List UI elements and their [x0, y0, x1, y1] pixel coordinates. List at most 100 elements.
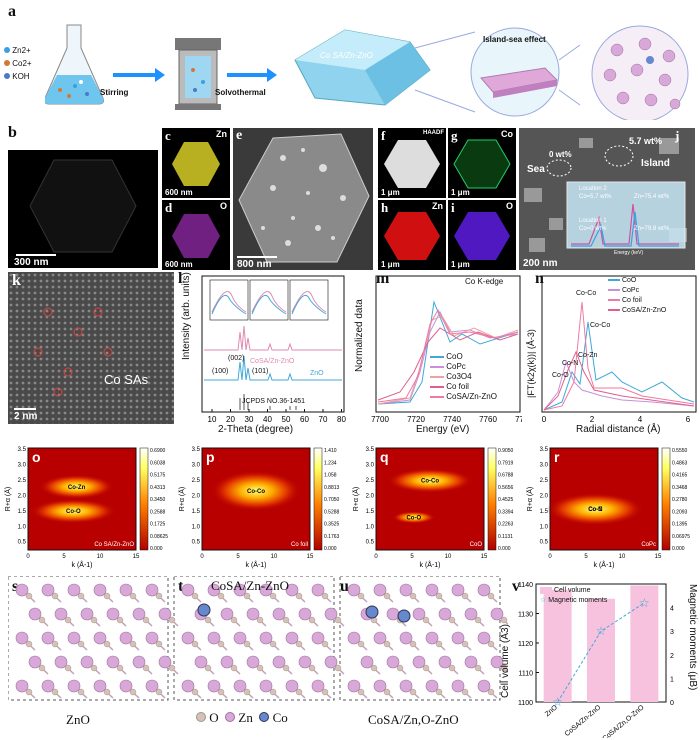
panel-label-n: n [535, 270, 544, 287]
wt-ytick: 2.5 [18, 478, 27, 484]
colorbar-tick: 0.3394 [498, 509, 514, 515]
zn-atom [28, 655, 42, 669]
wt-feature-label: Co-O [406, 515, 421, 521]
zn-atom [119, 583, 133, 597]
panel-label-a: a [8, 3, 16, 20]
zn-atom [80, 655, 94, 669]
autoclave-icon [175, 38, 221, 110]
zn-atom [451, 583, 465, 597]
colorbar-tick: 0.3468 [672, 485, 688, 491]
wt-feature-label: Co-N [588, 507, 602, 513]
wt-ytick: 1.0 [192, 524, 201, 530]
colorbar-tick: 0.5175 [150, 473, 166, 479]
zn-atom [438, 607, 452, 621]
wt-ylabel: R+α (Å) [178, 487, 186, 511]
wt-ytick: 3.5 [18, 447, 27, 453]
zn-atom [181, 631, 195, 645]
cell-volume-bar [543, 589, 572, 702]
zn-atom [207, 583, 221, 597]
zn-atom [54, 607, 68, 621]
wt-map-r: 0.5550 0.4863 0.4165 0.3468 0.2780 0.2093 0.13… [525, 440, 698, 575]
legend-koh: KOH [4, 70, 32, 83]
colorbar-tick: 0.5288 [324, 509, 340, 515]
colorbar-tick: 0.5656 [498, 485, 514, 491]
magnetic-moment-point: ☆ [552, 695, 563, 709]
wt-xtick: 15 [655, 554, 662, 560]
zn-atom [272, 607, 286, 621]
wt-xtick: 5 [584, 554, 588, 560]
xanes-xtick: 7740 [443, 415, 461, 424]
wt-ytick: 1.0 [540, 524, 549, 530]
colorbar-tick: 0.1395 [672, 522, 688, 528]
colorbar-tick: 0.6038 [150, 460, 166, 466]
colorbar-tick: 0.4863 [672, 460, 688, 466]
wt-ytick: 0.5 [366, 540, 375, 546]
zn-atom [412, 655, 426, 669]
colorbar-tick: 0.3525 [324, 522, 340, 528]
crystal-structures [8, 576, 508, 701]
xrd-xtick: 30 [245, 415, 254, 424]
wt-ytick: 2.0 [18, 493, 27, 499]
v-y2tick: 2 [670, 653, 674, 660]
v-y2tick: 3 [670, 629, 674, 636]
zn-atom [347, 631, 361, 645]
zn-atom [324, 607, 338, 621]
zn-atom [220, 607, 234, 621]
zn-atom [41, 679, 55, 693]
wt-feature-label: Co-C [588, 507, 603, 513]
wt-ytick: 3.5 [366, 447, 375, 453]
panel-label-r: r [554, 449, 560, 465]
v-y2tick: 1 [670, 676, 674, 683]
zn-atom [207, 679, 221, 693]
zn-atom [233, 631, 247, 645]
zn-atom [373, 631, 387, 645]
wt-ytick: 1.0 [18, 524, 27, 530]
zn-atom [67, 583, 81, 597]
colorbar-tick: 0.5550 [672, 448, 688, 454]
xrd-xtick: 60 [300, 415, 309, 424]
wt-ytick: 1.5 [540, 509, 549, 515]
exafs-legend: CoO CoPc Co foil CoSA/Zn-ZnO [608, 276, 666, 316]
zn-atom [477, 583, 491, 597]
zn-atom [106, 607, 120, 621]
xrd-xtick: 10 [208, 415, 217, 424]
zn-atom [311, 679, 325, 693]
wt-xlabel: k (Å-1) [72, 560, 93, 569]
zn-atom [464, 655, 478, 669]
colorbar-tick: 0.000 [324, 546, 337, 552]
wt-ytick: 1.5 [18, 509, 27, 515]
v-xtick: CoSA/Zn,O-ZnO [601, 704, 646, 738]
colorbar-tick: 0.7050 [324, 497, 340, 503]
wt-sample-label: Co SA/Zn-ZnO [94, 542, 134, 548]
colorbar-tick: 0.1763 [324, 534, 340, 540]
panel-label-p: p [206, 449, 215, 465]
xrd-xtick: 20 [226, 415, 235, 424]
xrd-xtick: 40 [263, 415, 272, 424]
zn-atom [15, 631, 29, 645]
zn-atom [246, 655, 260, 669]
zn-atom [386, 655, 400, 669]
wt-feature-label: Co-Co [247, 489, 265, 495]
colorbar-tick: 0.6788 [498, 473, 514, 479]
exafs-xtick: 4 [638, 415, 643, 424]
xrd-xtick: 50 [282, 415, 291, 424]
exafs-xtick: 2 [590, 415, 595, 424]
zn-atom [158, 607, 172, 621]
xanes-xtick: 7760 [479, 415, 497, 424]
xrd-xtick: 70 [319, 415, 328, 424]
colorbar-tick: 0.9050 [498, 448, 514, 454]
zn-atom [80, 607, 94, 621]
wt-ylabel: R+α (Å) [352, 487, 360, 511]
wt-ytick: 0.5 [18, 540, 27, 546]
zn-atom [324, 655, 338, 669]
zn-atom [207, 631, 221, 645]
colorbar-tick: 1.234 [324, 460, 337, 466]
wt-feature-label: Co-Zn [68, 485, 86, 491]
hexagonal-prism-icon [294, 29, 431, 106]
v-ytick: 1120 [518, 641, 533, 648]
magnetic-moment-point: ☆ [596, 624, 607, 638]
zn-atom [93, 679, 107, 693]
zn-atom [451, 631, 465, 645]
magnetic-moment-point: ☆ [639, 596, 650, 610]
zn-atom [272, 655, 286, 669]
